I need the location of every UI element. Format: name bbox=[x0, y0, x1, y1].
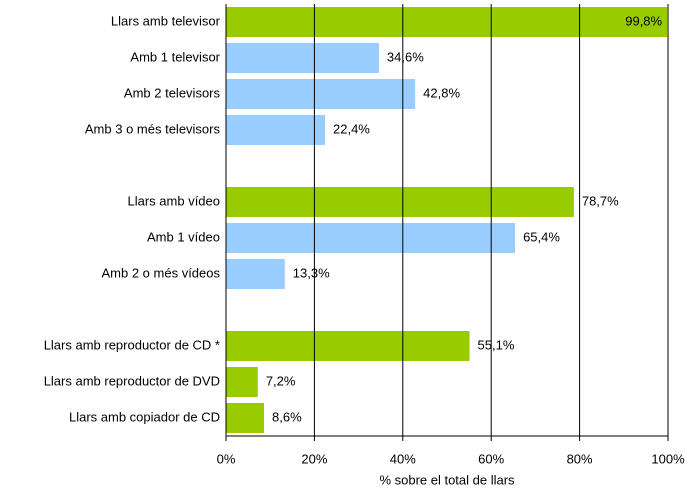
x-tick-label: 20% bbox=[301, 451, 327, 466]
x-tick-label: 80% bbox=[567, 451, 593, 466]
bar bbox=[226, 187, 574, 217]
x-tick-label: 0% bbox=[217, 451, 236, 466]
bar bbox=[226, 7, 668, 37]
bar bbox=[226, 115, 326, 145]
y-tick-label: Amb 1 televisor bbox=[130, 49, 220, 64]
data-label: 65,4% bbox=[523, 229, 560, 244]
x-tick-label: 40% bbox=[390, 451, 416, 466]
data-label: 55,1% bbox=[478, 337, 515, 352]
y-tick-label: Amb 1 vídeo bbox=[147, 229, 220, 244]
y-tick-label: Llars amb reproductor de DVD bbox=[44, 373, 220, 388]
bar bbox=[226, 223, 516, 253]
data-label: 42,8% bbox=[423, 85, 460, 100]
data-label: 22,4% bbox=[333, 121, 370, 136]
y-tick-label: Amb 3 o més televisors bbox=[85, 121, 221, 136]
x-axis-title: % sobre el total de llars bbox=[379, 472, 515, 487]
data-label: 99,8% bbox=[625, 13, 662, 28]
bar bbox=[226, 259, 285, 289]
data-label: 78,7% bbox=[582, 193, 619, 208]
data-label: 13,3% bbox=[293, 265, 330, 280]
bar bbox=[226, 367, 258, 397]
y-tick-label: Llars amb televisor bbox=[111, 13, 221, 28]
x-tick-label: 60% bbox=[478, 451, 504, 466]
y-tick-label: Llars amb copiador de CD bbox=[69, 409, 220, 424]
data-label: 7,2% bbox=[266, 373, 296, 388]
bar bbox=[226, 331, 470, 361]
y-tick-label: Amb 2 televisors bbox=[124, 85, 221, 100]
y-tick-label: Llars amb reproductor de CD * bbox=[44, 337, 220, 352]
x-tick-label: 100% bbox=[651, 451, 685, 466]
y-tick-label: Llars amb vídeo bbox=[128, 193, 221, 208]
data-label: 34,6% bbox=[387, 49, 424, 64]
data-label: 8,6% bbox=[272, 409, 302, 424]
bar bbox=[226, 403, 265, 433]
y-tick-label: Amb 2 o més vídeos bbox=[102, 265, 221, 280]
bar bbox=[226, 79, 416, 109]
bar bbox=[226, 43, 379, 73]
